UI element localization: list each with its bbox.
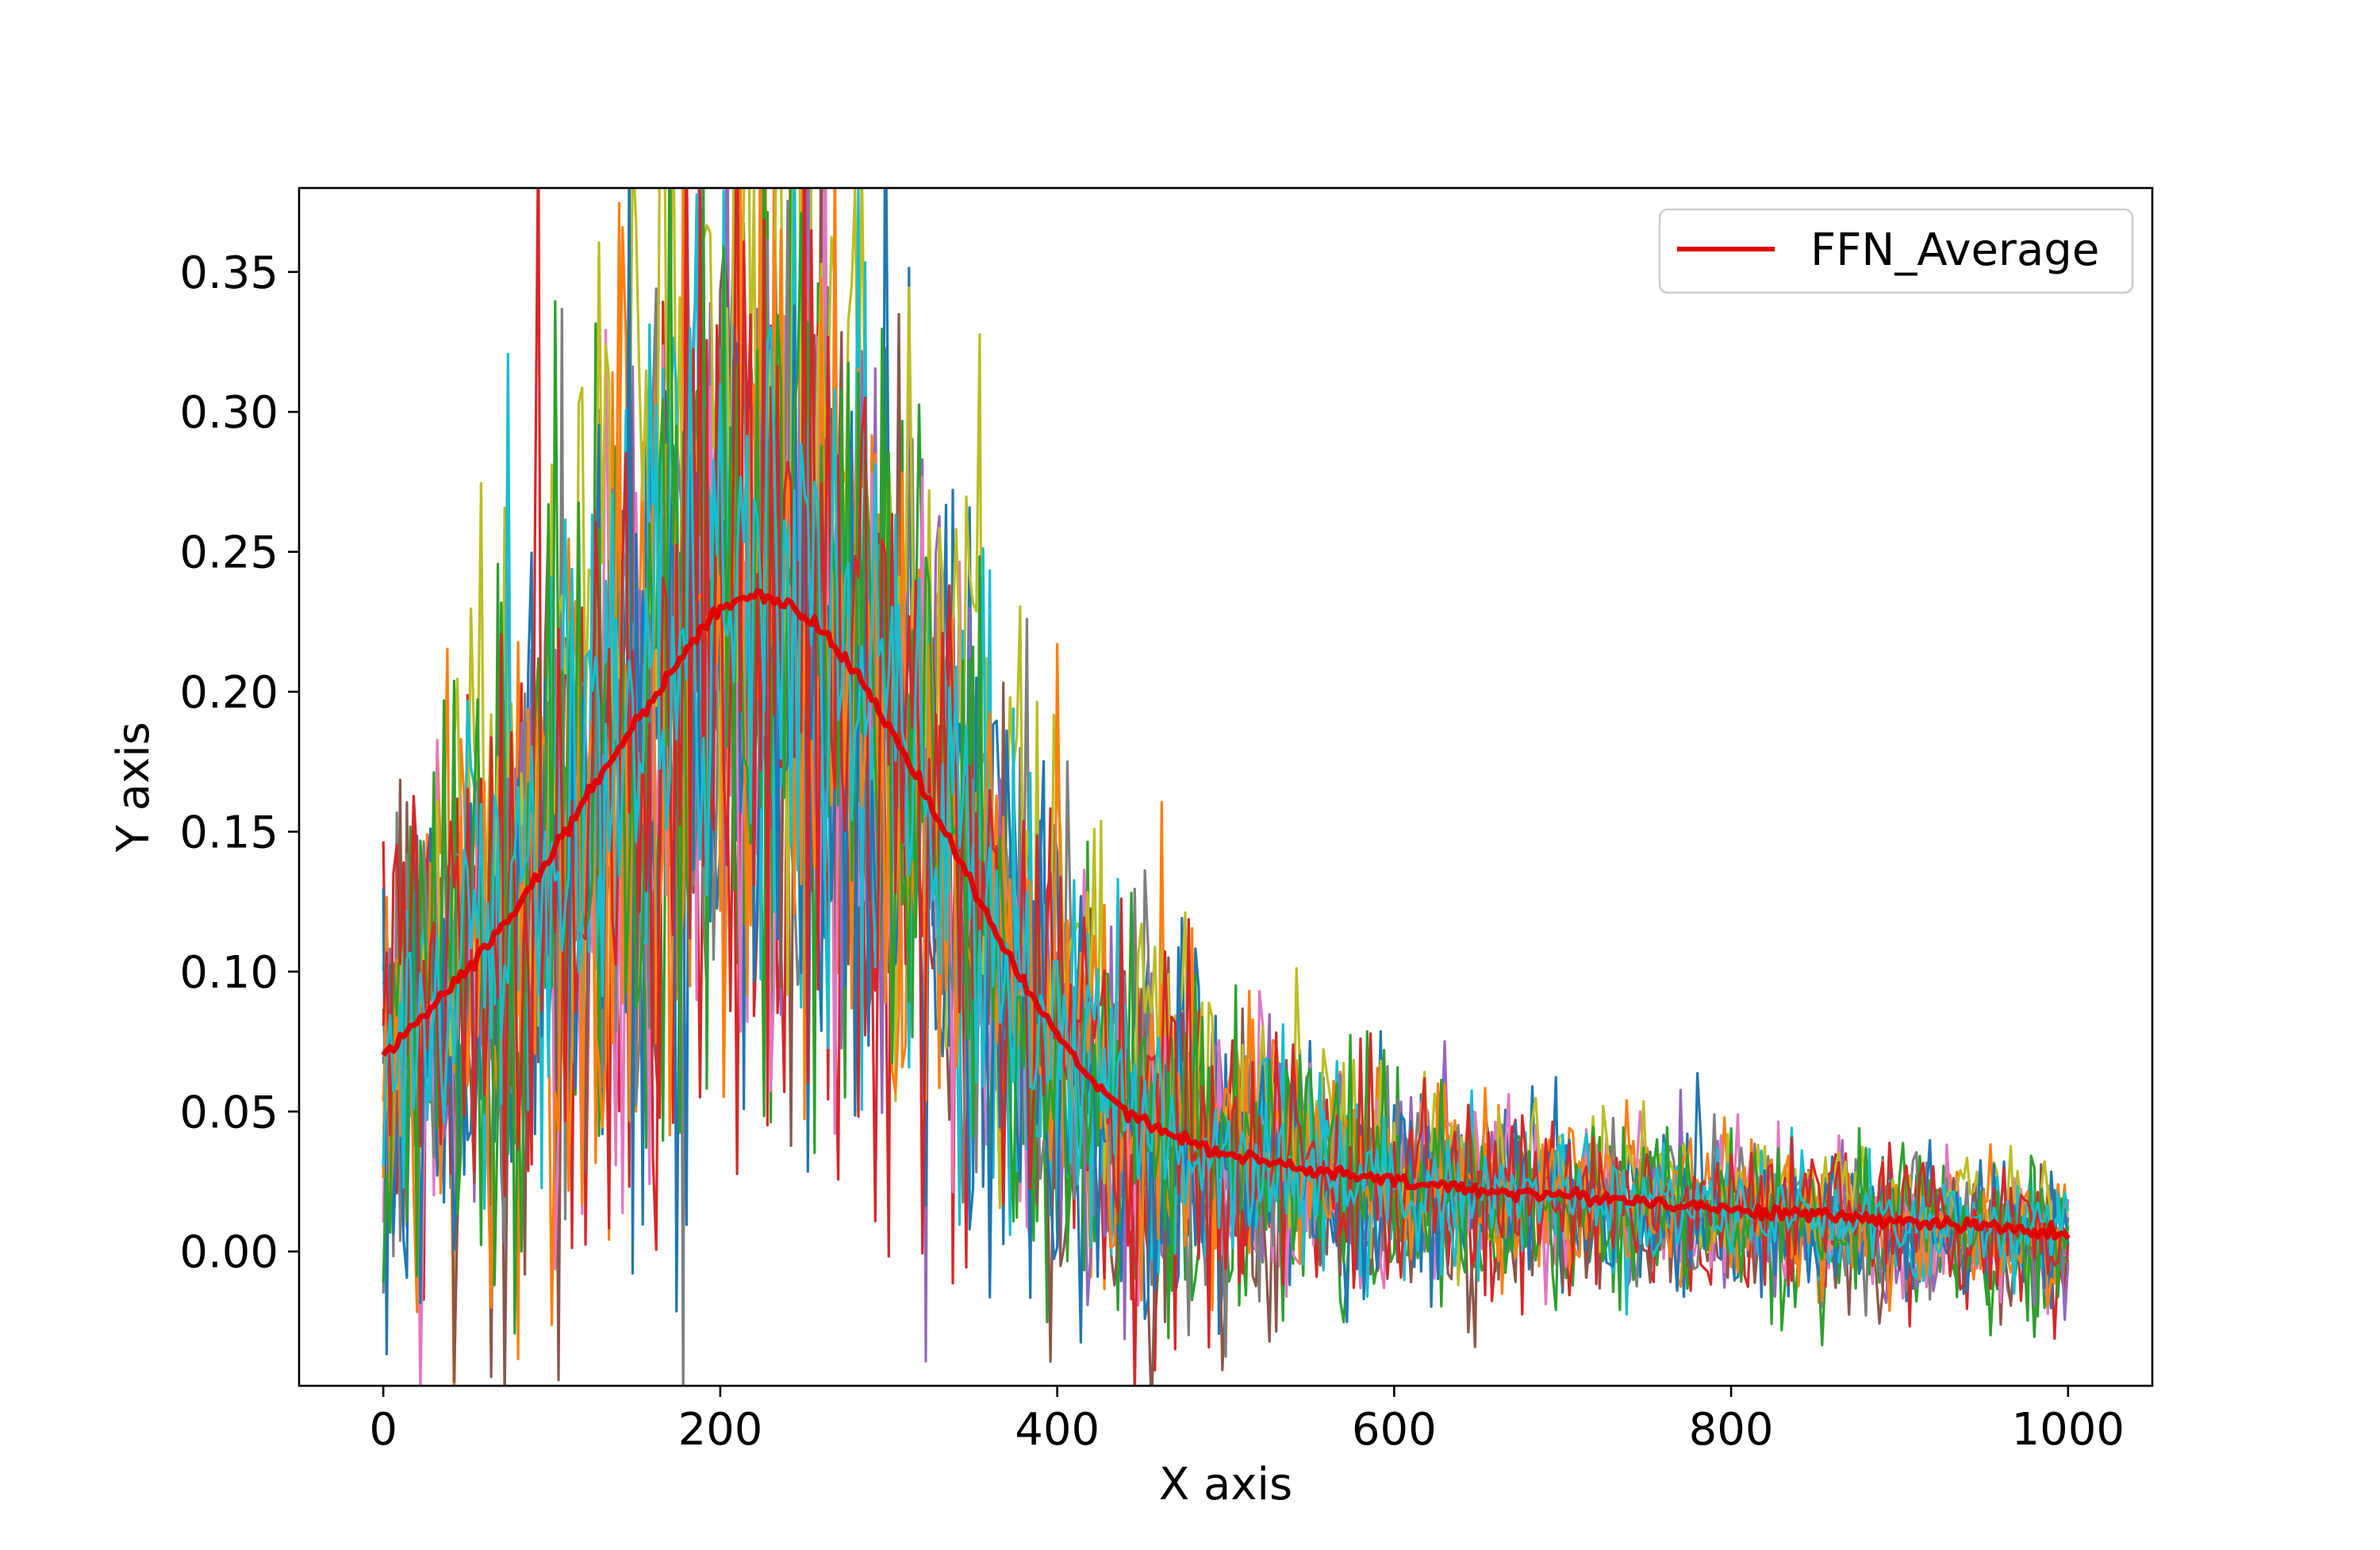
legend: FFN_Average xyxy=(1658,208,2134,294)
y-tick-label: 0.15 xyxy=(179,807,278,858)
noisy-run-line xyxy=(382,188,2070,1335)
noisy-run-line xyxy=(382,188,2070,1294)
legend-label-ffn-average: FFN_Average xyxy=(1810,224,2099,276)
legend-box xyxy=(1658,208,2134,294)
noisy-run-line xyxy=(382,188,2070,1360)
noisy-series-group xyxy=(382,188,2070,1386)
y-tick-label: 0.25 xyxy=(179,528,278,579)
ffn-average-line xyxy=(381,588,2071,1241)
x-tick-label: 400 xyxy=(1015,1404,1100,1456)
y-tick-label: 0.30 xyxy=(179,387,278,439)
y-tick-label: 0.35 xyxy=(179,247,278,299)
average-series-group xyxy=(381,588,2071,1241)
y-tick-label: 0.00 xyxy=(179,1227,278,1279)
noisy-run-line xyxy=(382,188,2070,1386)
x-tick-label: 600 xyxy=(1352,1404,1437,1456)
plot-frame xyxy=(298,186,2154,1387)
y-tick-label: 0.05 xyxy=(179,1087,278,1138)
x-tick-label: 800 xyxy=(1689,1404,1774,1456)
y-axis-ticks: 0.00 0.05 0.10 0.15 0.20 0.25 0.30 0.35 xyxy=(179,247,299,1279)
y-tick-label: 0.10 xyxy=(179,947,278,999)
x-tick-label: 200 xyxy=(678,1404,762,1456)
y-axis-label: Y axis xyxy=(108,722,159,853)
x-tick-label: 1000 xyxy=(2012,1404,2125,1456)
x-tick-label: 0 xyxy=(369,1404,397,1456)
noisy-run-line xyxy=(382,326,2070,1277)
x-axis-ticks: 0 200 400 600 800 1000 xyxy=(369,1386,2125,1456)
y-tick-label: 0.20 xyxy=(179,667,278,719)
x-axis-label: X axis xyxy=(1159,1459,1292,1510)
